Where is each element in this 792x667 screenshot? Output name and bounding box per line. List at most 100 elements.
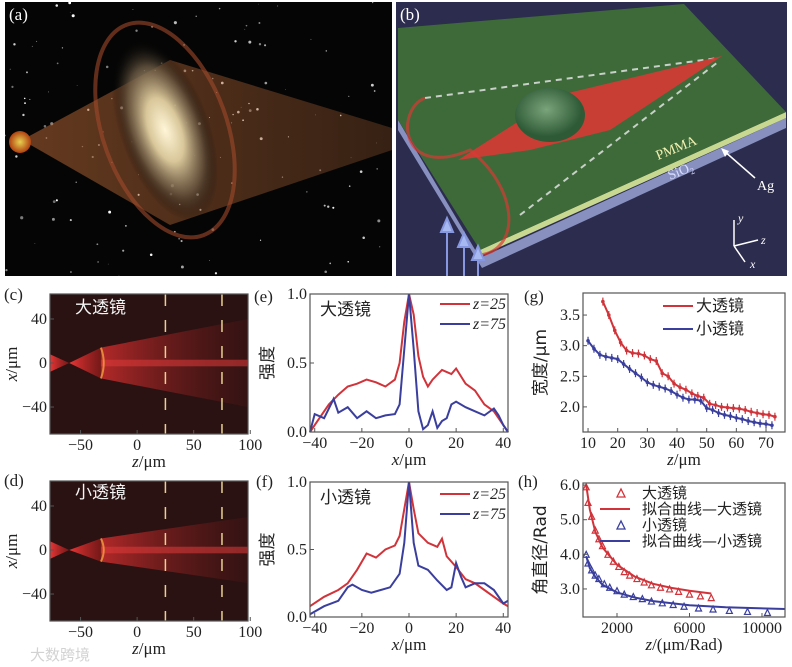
star: [96, 243, 99, 246]
star: [359, 170, 363, 174]
data-point: [642, 353, 647, 358]
data-point: [687, 397, 691, 402]
axes-frame: [582, 292, 786, 433]
star: [48, 91, 50, 93]
chart-d: −50 0 50 100 40 0 −40 z/μm x/μm 小透镜: [2, 480, 262, 658]
heatmap-incident-beam: [50, 354, 70, 372]
data-point-h-2: [680, 601, 689, 610]
data-point: [734, 416, 739, 420]
y-tick-label: 3.0: [560, 338, 580, 355]
x-tick-label: 2000: [601, 620, 633, 637]
x-tick-label: 0: [405, 435, 413, 452]
data-point: [698, 398, 703, 403]
legend-label: 小透镜: [696, 319, 744, 338]
data-point: [767, 413, 771, 417]
y-tick-label: 1.0: [287, 286, 307, 303]
data-point: [743, 408, 748, 412]
panel-label-a: (a): [9, 5, 28, 24]
star: [218, 7, 221, 10]
data-point: [654, 359, 659, 363]
data-point: [710, 408, 715, 412]
star: [26, 71, 28, 74]
dashed-guide: [519, 61, 719, 216]
legend-label: 大透镜: [696, 296, 744, 315]
data-point: [648, 357, 653, 361]
star: [24, 102, 26, 105]
axes-frame: [49, 293, 249, 435]
star: [135, 29, 138, 32]
series-line-h-3: [585, 555, 786, 610]
star: [370, 83, 374, 87]
star: [36, 40, 38, 42]
star: [173, 21, 177, 25]
star: [373, 90, 376, 92]
incident-arrows: [439, 215, 486, 276]
star: [31, 45, 33, 47]
data-point: [666, 374, 670, 379]
data-point: [624, 348, 629, 353]
data-point: [707, 402, 712, 406]
star: [195, 15, 197, 17]
inset-label: 大透镜: [320, 300, 371, 320]
panel-b-illustration: PMMA SiO2 Ag y z x (b): [396, 2, 787, 276]
legend-marker: [615, 487, 627, 498]
data-point: [633, 371, 638, 376]
star: [264, 44, 267, 47]
axes-frame: [49, 480, 249, 622]
legend-label: 大透镜: [642, 484, 687, 502]
inset-label: 小透镜: [320, 488, 371, 508]
galaxy-ring: [93, 20, 237, 240]
data-point: [684, 387, 688, 392]
x-tick-label: 0: [133, 624, 141, 641]
panel-label-g: (g): [524, 287, 544, 306]
star: [245, 24, 248, 27]
data-point-h-0: [685, 589, 694, 598]
star: [258, 22, 261, 24]
heatmap-converging-beam: [69, 538, 101, 562]
series-line-h-1: [585, 484, 712, 595]
star: [329, 262, 332, 265]
data-point: [636, 351, 641, 356]
data-point: [586, 338, 590, 343]
star: [285, 89, 286, 91]
legend-label: z=75: [472, 316, 506, 333]
data-point: [764, 422, 768, 426]
data-point-h-0: [707, 593, 716, 602]
star: [244, 28, 246, 30]
star: [348, 185, 351, 187]
star: [132, 9, 134, 10]
legend-label: z=75: [472, 506, 506, 523]
data-point-h-0: [665, 584, 674, 593]
data-point: [701, 395, 706, 400]
lens-edge: [99, 347, 105, 379]
star: [15, 155, 18, 158]
star: [107, 263, 109, 265]
heatmap-central-jet: [100, 359, 249, 367]
series-line-e-0: [309, 293, 509, 433]
data-point: [758, 421, 762, 426]
x-tick-label: −50: [68, 624, 93, 641]
data-point: [612, 328, 617, 333]
data-point: [681, 395, 685, 400]
data-point: [716, 411, 721, 415]
x-axis-label: x/μm: [391, 635, 427, 654]
star: [327, 205, 330, 208]
star: [56, 62, 59, 65]
x-tick-label: 10000: [742, 620, 782, 637]
x-tick-label: −50: [68, 437, 93, 454]
data-point: [678, 385, 682, 390]
star: [332, 206, 335, 209]
data-point: [731, 406, 736, 410]
star: [310, 38, 312, 40]
data-point: [651, 383, 656, 387]
y-axis-label: x/μm: [2, 347, 21, 383]
star: [22, 113, 25, 117]
data-point: [725, 405, 730, 410]
data-point: [639, 375, 644, 380]
y-tick-label: 40: [31, 311, 47, 328]
y-axis-label: 宽度/μm: [531, 329, 551, 396]
panel-label-d: (d): [4, 471, 24, 490]
y-tick-label: 2.0: [560, 399, 580, 416]
data-point-h-0: [696, 591, 705, 600]
